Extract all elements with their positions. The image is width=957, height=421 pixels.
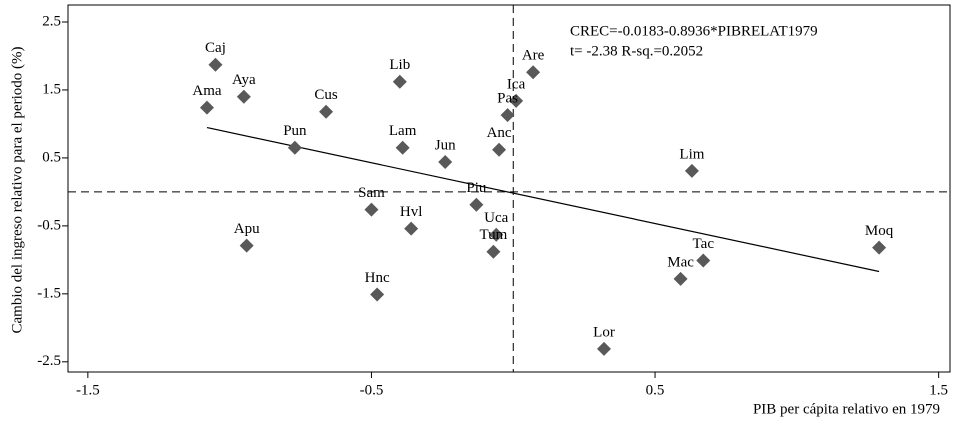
x-tick-label: 1.5: [929, 382, 948, 398]
y-tick-label: 1.5: [42, 81, 61, 97]
point: [287, 140, 302, 155]
fit-line: [206, 126, 880, 273]
x-tick-label: -1.5: [76, 382, 100, 398]
point-label: Hvl: [400, 204, 423, 220]
point: [696, 253, 711, 268]
point: [492, 142, 507, 157]
point-label: Ica: [507, 76, 526, 92]
point-label: Tum: [479, 227, 507, 243]
point: [684, 163, 699, 178]
point-label: Caj: [205, 40, 226, 56]
point: [872, 240, 887, 255]
x-axis-label: PIB per cápita relativo en 1979: [753, 401, 940, 417]
point: [395, 140, 410, 155]
point-label: Uca: [484, 210, 508, 226]
annotation: t= -2.38 R-sq.=0.2052: [570, 43, 703, 59]
point: [199, 100, 214, 115]
point-label: Anc: [487, 125, 512, 141]
point: [489, 227, 504, 242]
x-tick-label: -0.5: [360, 382, 384, 398]
point-label: Piu: [466, 180, 487, 196]
x-tick-label: 0.5: [646, 382, 665, 398]
point-label: Moq: [865, 223, 894, 239]
point: [469, 197, 484, 212]
point: [500, 108, 515, 123]
point-label: Are: [522, 48, 545, 64]
point: [392, 74, 407, 89]
point-label: Lor: [593, 324, 615, 340]
plot-frame: [67, 4, 951, 373]
point: [597, 341, 612, 356]
annotation: CREC=-0.0183-0.8936*PIBRELAT1979: [570, 23, 818, 39]
point-label: Pas: [497, 91, 518, 107]
point-label: Tac: [693, 236, 715, 252]
point: [364, 202, 379, 217]
point-label: Jun: [435, 137, 456, 153]
point-label: Mac: [667, 254, 694, 270]
point: [486, 244, 501, 259]
point-label: Lim: [679, 146, 704, 162]
y-tick-label: -2.5: [37, 353, 61, 369]
point: [404, 221, 419, 236]
point: [236, 89, 251, 104]
point-label: Lam: [389, 123, 417, 139]
y-tick-label: -0.5: [37, 217, 61, 233]
y-tick-label: -1.5: [37, 285, 61, 301]
point-label: Pun: [283, 123, 307, 139]
y-tick-label: 2.5: [42, 13, 61, 29]
point: [509, 93, 524, 108]
point: [208, 57, 223, 72]
point-label: Lib: [389, 57, 410, 73]
point: [438, 154, 453, 169]
point: [239, 238, 254, 253]
point: [370, 287, 385, 302]
point: [319, 104, 334, 119]
point: [526, 65, 541, 80]
point-label: Ama: [192, 83, 222, 99]
point-label: Hnc: [365, 270, 390, 286]
y-axis-label: Cambio del ingreso relativo para el peri…: [9, 47, 25, 334]
point-label: Cus: [314, 87, 338, 103]
y-tick-label: 0.5: [42, 149, 61, 165]
point: [673, 271, 688, 286]
point-label: Apu: [234, 221, 260, 237]
point-label: Aya: [232, 72, 256, 88]
point-label: Sam: [358, 185, 385, 201]
